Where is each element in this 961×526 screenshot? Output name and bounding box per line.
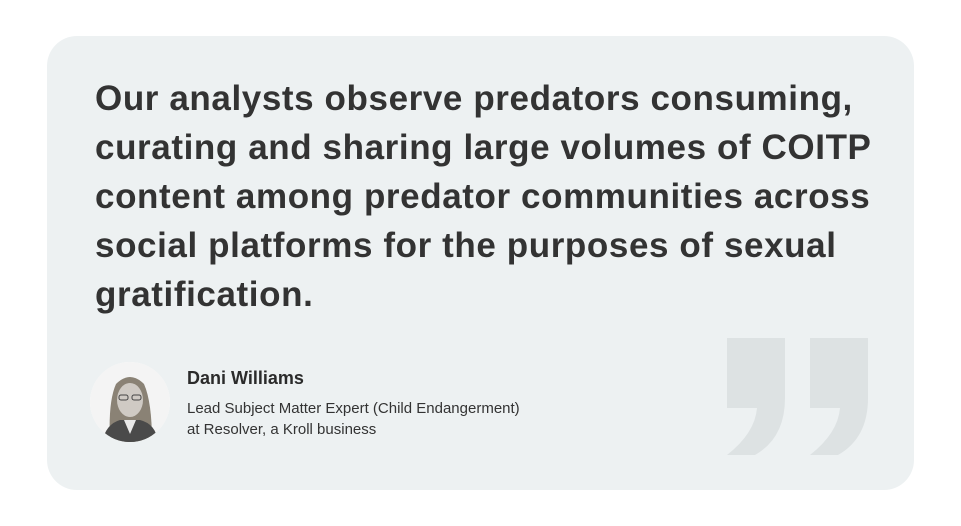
author-title-line-2: at Resolver, a Kroll business <box>187 421 377 438</box>
closing-quote-icon <box>727 338 868 455</box>
quote-card: Our analysts observe predators consuming… <box>47 36 914 490</box>
author-name: Dani Williams <box>187 368 304 388</box>
author-title: Lead Subject Matter Expert (Child Endang… <box>187 398 520 440</box>
avatar <box>90 362 170 442</box>
quote-text: Our analysts observe predators consuming… <box>95 79 871 314</box>
portrait-image <box>90 362 170 442</box>
author-title-line-1: Lead Subject Matter Expert (Child Endang… <box>187 400 520 417</box>
